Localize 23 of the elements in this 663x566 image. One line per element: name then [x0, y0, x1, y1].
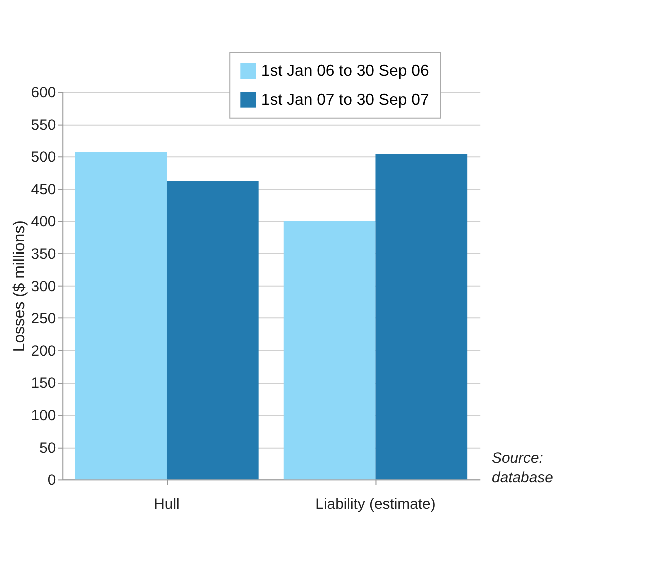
y-tick-label: 0 — [48, 473, 56, 490]
y-tick-label: 350 — [31, 247, 56, 264]
y-tick-label: 200 — [31, 344, 56, 360]
y-tick-label: 250 — [31, 312, 56, 328]
y-tick-label: 450 — [31, 182, 56, 198]
legend-label: 1st Jan 07 to 30 Sep 07 — [261, 92, 430, 109]
legend-label: 1st Jan 06 to 30 Sep 06 — [261, 63, 430, 80]
y-tick-label: 150 — [31, 376, 56, 392]
y-tick-label: 400 — [31, 214, 56, 231]
bar — [75, 152, 167, 480]
y-tick-label: 600 — [31, 85, 56, 102]
y-axis-title: Losses ($ millions) — [11, 220, 28, 352]
y-tick-label: 100 — [31, 408, 56, 425]
y-tick-label: 300 — [31, 279, 56, 296]
x-tick-label: Hull — [154, 497, 180, 514]
bar — [284, 221, 376, 480]
bar — [166, 181, 259, 480]
y-tick-label: 500 — [31, 150, 56, 166]
source-note: Source: database — [492, 450, 554, 487]
y-tick-label: 50 — [40, 440, 56, 457]
bar — [376, 154, 468, 480]
y-tick-label: 550 — [31, 118, 56, 134]
x-tick-label: Liability (estimate) — [316, 497, 436, 514]
